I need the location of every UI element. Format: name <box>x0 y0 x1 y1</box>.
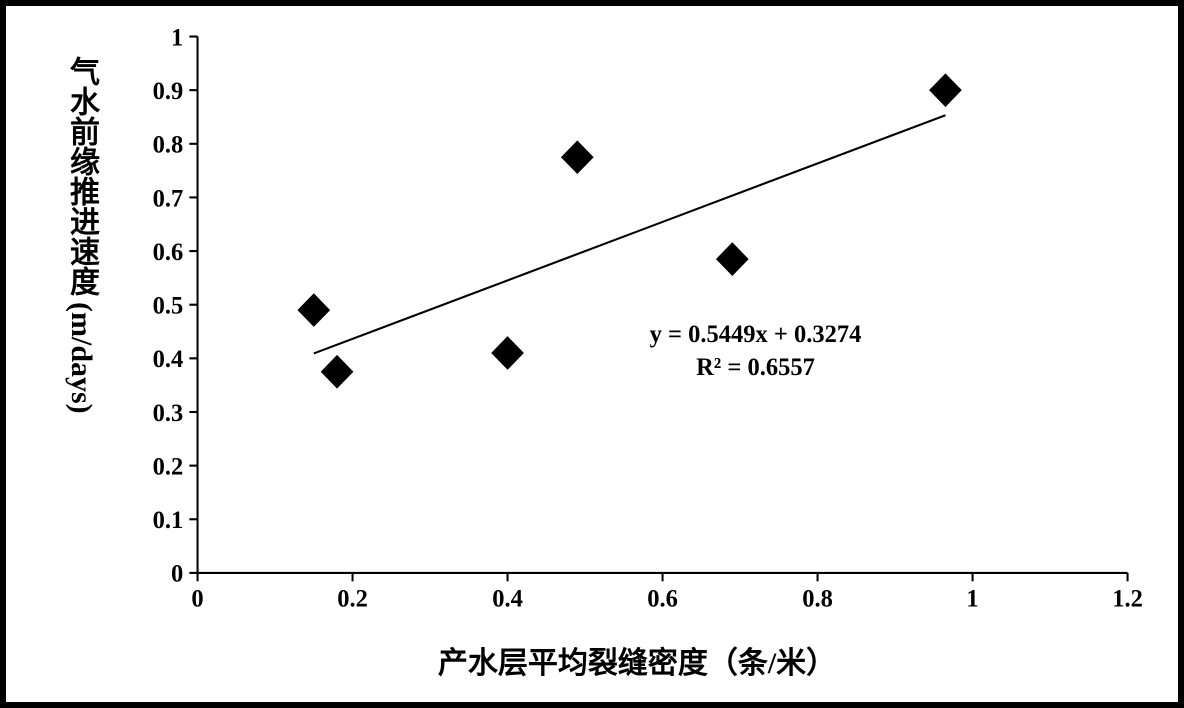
data-point <box>716 242 749 276</box>
y-tick-label: 0.5 <box>153 292 184 319</box>
y-tick-label: 0.7 <box>153 185 184 212</box>
x-tick-label: 0.8 <box>802 585 833 612</box>
scatter-plot: 0 0.1 0.2 0.3 0.4 0.5 0.6 0.7 0.8 0.9 1 0 0.2 0.4 0.6 0… <box>126 26 1148 636</box>
r2-text: R² = 0.6557 <box>696 354 815 381</box>
y-tick-label: 0.2 <box>153 453 184 480</box>
ylabel-latin: (m/days) <box>64 302 98 414</box>
x-tick-label: 0.2 <box>337 585 368 612</box>
y-tick-label: 0.8 <box>153 131 184 158</box>
data-point <box>561 140 594 174</box>
x-tick-label: 1 <box>966 585 978 612</box>
ylabel-container: 气水前缘推进速度 (m/days) <box>36 26 126 682</box>
equation-text: y = 0.5449x + 0.3274 <box>650 321 862 348</box>
data-point <box>321 355 354 389</box>
chart-frame: 气水前缘推进速度 (m/days) 0 0.1 0.2 0.3 0.4 0.5 0.6 0.7… <box>0 0 1184 708</box>
trendline <box>314 115 946 353</box>
y-tick-label: 0.3 <box>153 400 184 427</box>
data-point <box>491 336 524 370</box>
y-tick-label: 1 <box>171 26 183 51</box>
x-axis-label: 产水层平均裂缝密度（条/米） <box>126 636 1148 682</box>
chart-wrap: 气水前缘推进速度 (m/days) 0 0.1 0.2 0.3 0.4 0.5 0.6 0.7… <box>36 26 1148 682</box>
x-tick-label: 1.2 <box>1112 585 1143 612</box>
x-tick-label: 0 <box>191 585 203 612</box>
y-tick-label: 0.1 <box>153 507 184 534</box>
data-point <box>297 293 330 327</box>
x-tick-label: 0.6 <box>647 585 678 612</box>
ylabel-cjk: 气水前缘推进速度 <box>59 56 103 296</box>
y-tick-label: 0.6 <box>153 239 184 266</box>
plot-column: 0 0.1 0.2 0.3 0.4 0.5 0.6 0.7 0.8 0.9 1 0 0.2 0.4 0.6 0… <box>126 26 1148 682</box>
y-tick-label: 0 <box>171 560 183 587</box>
data-point <box>929 73 962 107</box>
y-tick-label: 0.4 <box>153 346 184 373</box>
x-tick-label: 0.4 <box>492 585 523 612</box>
y-axis-label: 气水前缘推进速度 (m/days) <box>59 56 103 414</box>
y-tick-label: 0.9 <box>153 78 184 105</box>
